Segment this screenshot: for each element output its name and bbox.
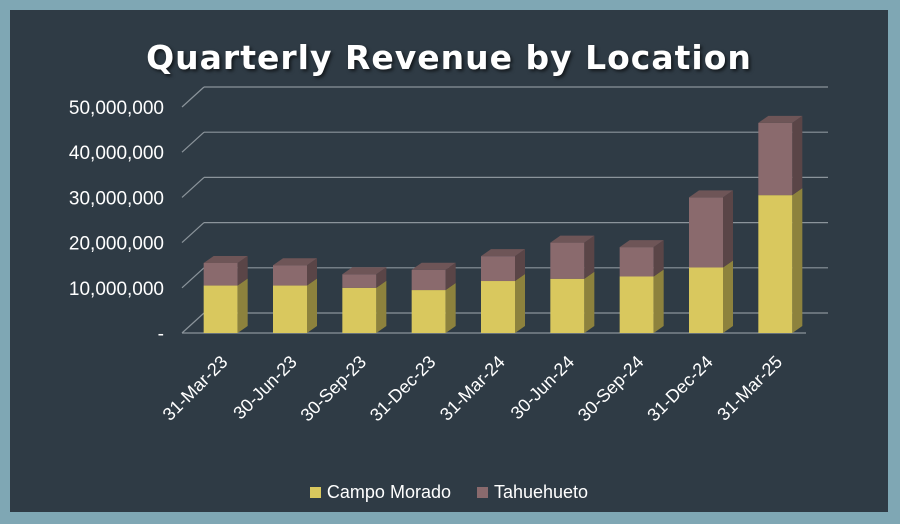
legend-label-tahuehueto: Tahuehueto [493, 482, 589, 502]
bar-top [550, 235, 595, 243]
x-tick-label: 30-Sep-24 [574, 352, 648, 426]
bar-segment-tahuehueto [342, 274, 377, 288]
chart-plot: - 10,000,000 20,000,000 30,000,000 40,000,00… [69, 86, 828, 426]
bar-side [653, 240, 664, 277]
bar-top [619, 240, 664, 248]
bar-segment-campo-morado [758, 195, 793, 333]
gridline-side [181, 312, 205, 334]
bar-side [515, 249, 525, 282]
bar-segment-tahuehueto [203, 262, 238, 286]
bar-top [203, 255, 248, 263]
x-tick-label: 31-Mar-24 [436, 352, 509, 425]
bar-side [237, 278, 248, 333]
gridline-side [181, 86, 205, 108]
bar-side [653, 269, 664, 333]
bar-side [237, 255, 248, 286]
bar-side [792, 115, 803, 196]
bar-side [584, 271, 595, 333]
gridline-side [181, 267, 205, 289]
legend-item-tahuehueto: Tahuehueto [476, 482, 589, 503]
bar-side [445, 262, 456, 291]
bar-top [481, 249, 525, 257]
bar-segment-tahuehueto [481, 256, 515, 282]
bar-segment-campo-morado [619, 276, 654, 333]
legend-swatch-campo-morado [309, 487, 321, 498]
bar-top [411, 262, 456, 270]
bar-top [689, 190, 733, 198]
bar-top [273, 258, 317, 266]
bar-side [515, 274, 525, 333]
chart-legend: Campo Morado Tahuehueto [10, 482, 888, 503]
y-tick-label: 30,000,000 [69, 188, 164, 209]
y-tick-label: 40,000,000 [69, 143, 164, 164]
bar-side [723, 190, 733, 268]
x-tick-label: 31-Dec-24 [643, 352, 717, 426]
legend-label-campo-morado: Campo Morado [326, 482, 451, 502]
y-tick-label: 50,000,000 [69, 98, 164, 119]
bar-side [376, 280, 387, 333]
y-tick-label: 10,000,000 [69, 279, 164, 300]
chart-frame: Quarterly Revenue by Location - 10,000,00… [10, 10, 888, 512]
bar-side [723, 260, 733, 333]
bar-top [342, 267, 387, 275]
bar-segment-tahuehueto [689, 197, 723, 268]
bar-segment-campo-morado [689, 267, 723, 333]
bar-segment-tahuehueto [758, 122, 793, 196]
x-tick-label: 30-Sep-23 [297, 352, 371, 426]
bar-side [307, 258, 317, 286]
bar-side [376, 267, 387, 288]
bar-segment-campo-morado [481, 281, 515, 333]
bar-segment-tahuehueto [411, 269, 446, 291]
bar-side [445, 283, 456, 333]
bar-side [307, 278, 317, 333]
y-tick-label: 20,000,000 [69, 234, 164, 255]
bar-segment-tahuehueto [273, 265, 307, 286]
legend-item-campo-morado: Campo Morado [309, 482, 451, 503]
x-tick-label: 31-Mar-25 [713, 352, 786, 425]
bar-side [584, 235, 595, 279]
legend-swatch-tahuehueto [476, 487, 488, 498]
bar-side [792, 188, 803, 333]
gridline-side [181, 176, 205, 198]
bar-segment-tahuehueto [619, 247, 654, 277]
bar-segment-campo-morado [550, 278, 585, 333]
gridline-side [181, 222, 205, 244]
chart-title: Quarterly Revenue by Location [146, 38, 752, 77]
bar-top [758, 115, 803, 123]
y-tick-label: - [158, 324, 164, 345]
gridline-side [181, 131, 205, 153]
x-tick-label: 31-Mar-23 [159, 352, 232, 425]
x-tick-label: 30-Jun-23 [229, 352, 300, 423]
x-tick-label: 31-Dec-23 [366, 352, 440, 426]
bar-segment-tahuehueto [550, 242, 585, 279]
bar-segment-campo-morado [411, 290, 446, 333]
bar-segment-campo-morado [273, 285, 307, 333]
bar-segment-campo-morado [342, 287, 377, 333]
x-tick-label: 30-Jun-24 [507, 352, 578, 423]
bar-segment-campo-morado [203, 285, 238, 333]
